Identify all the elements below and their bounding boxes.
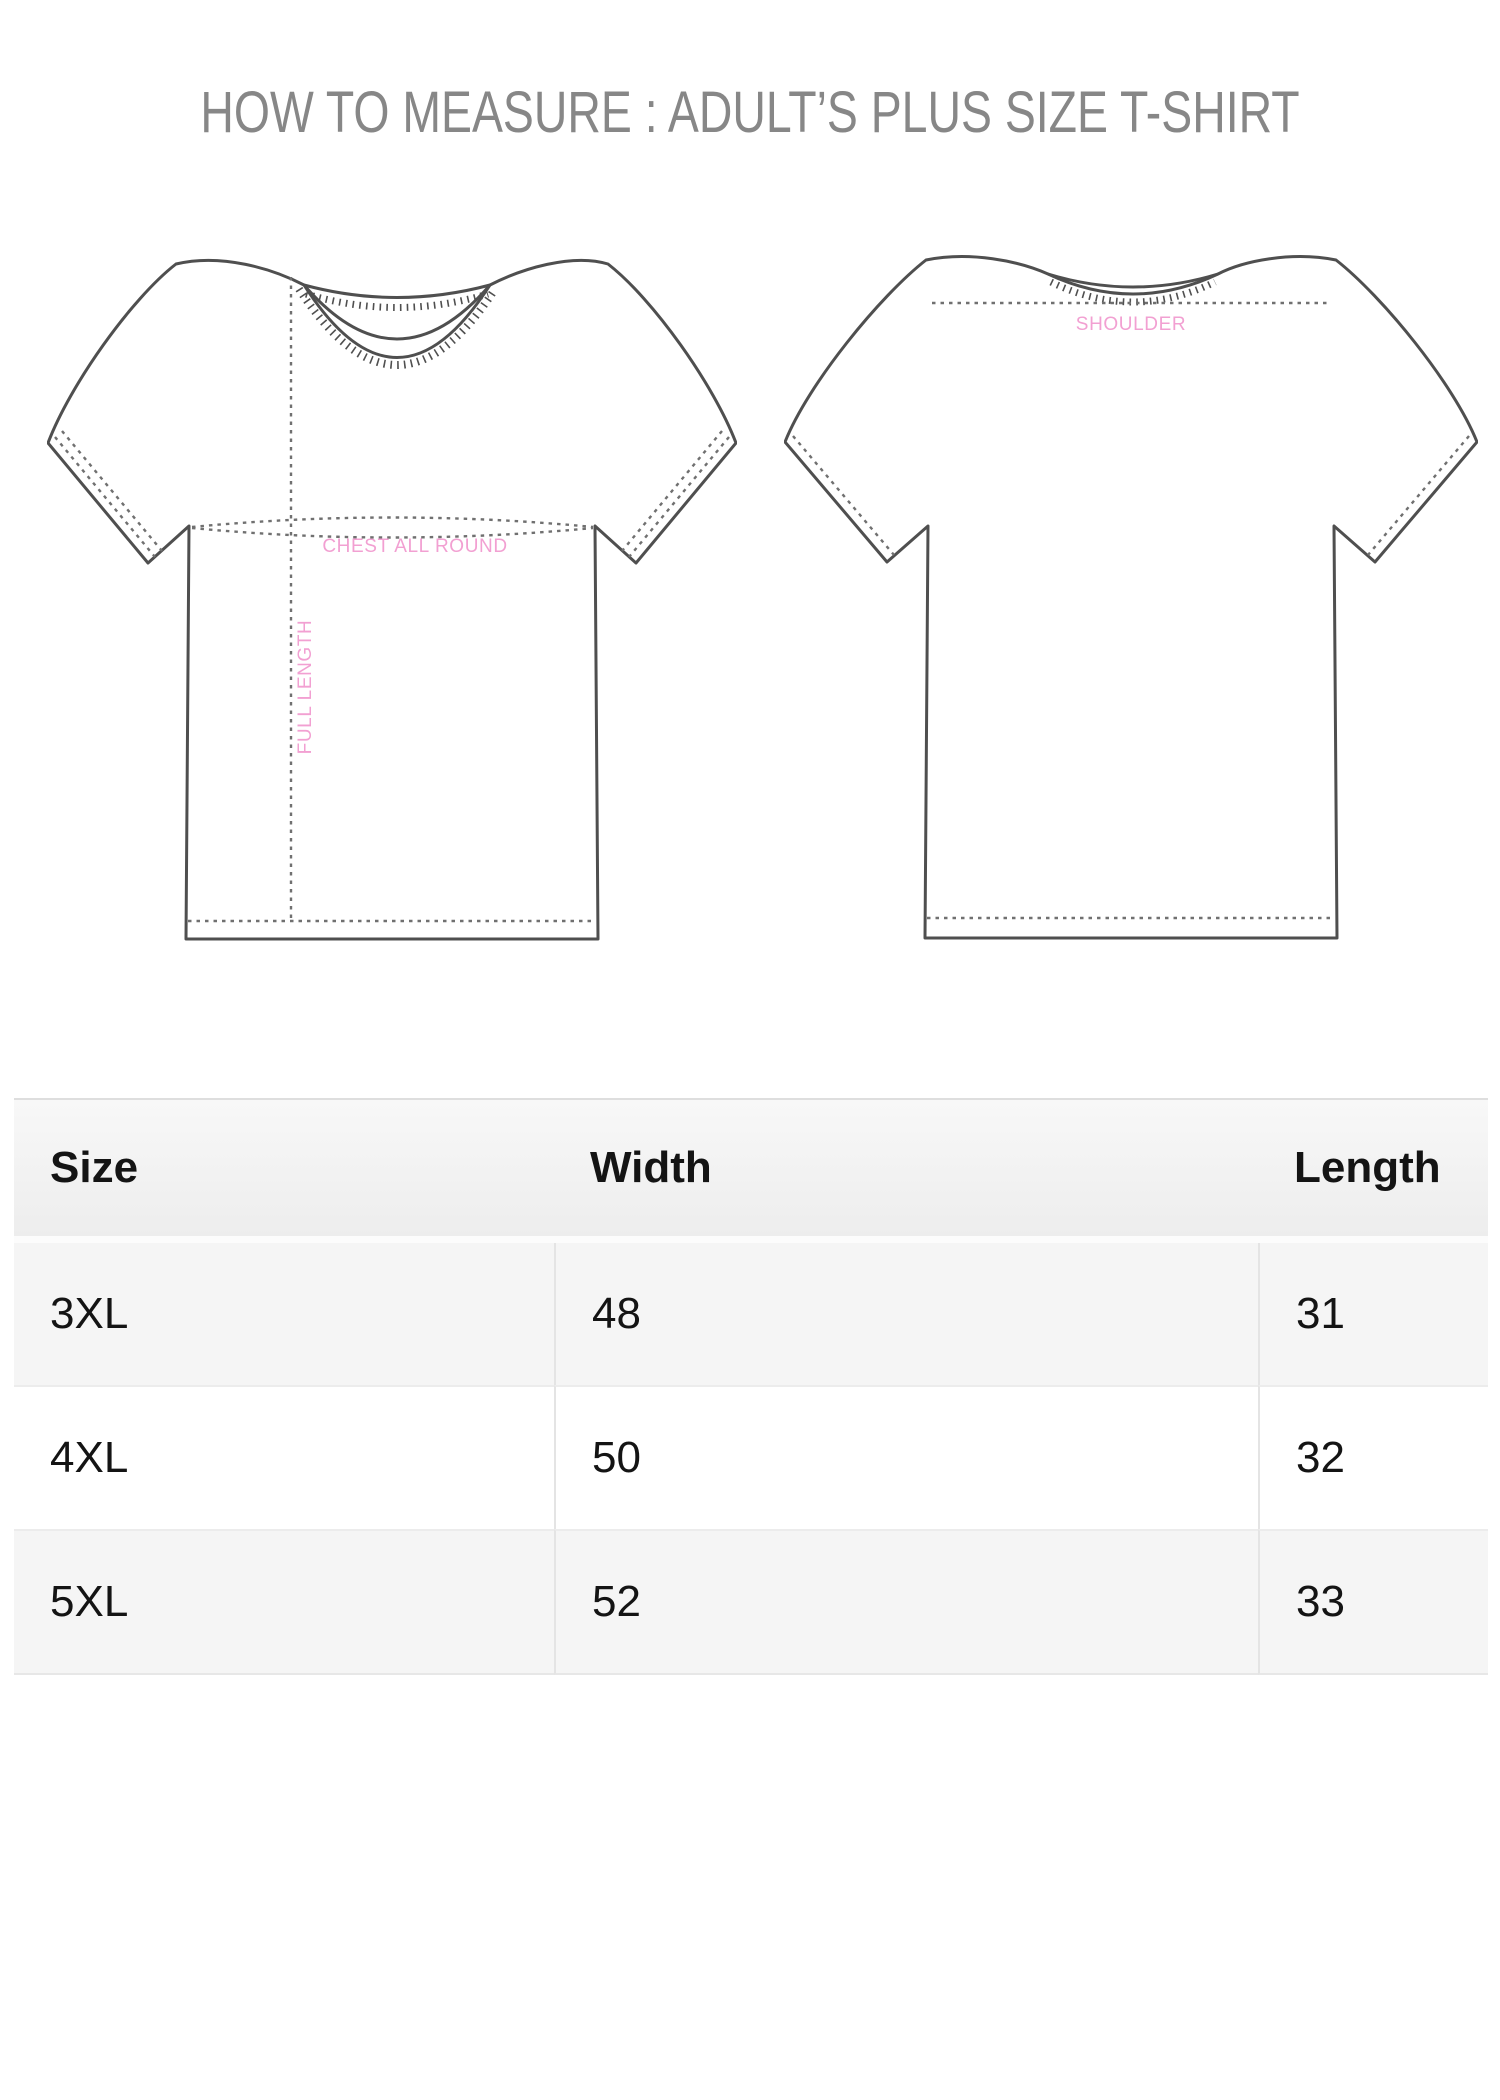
tshirt-back-outline: SHOULDER [784,255,1478,940]
right-sleeve-stitch-1 [628,436,730,558]
cell-length: 31 [1258,1243,1488,1385]
left-sleeve-stitch-2 [61,430,163,552]
page-title: HOW TO MEASURE : ADULT’S PLUS SIZE T-SHI… [0,84,1500,142]
cell-size: 5XL [14,1529,554,1675]
table-row: 5XL 52 33 [14,1529,1488,1675]
page-title-text: HOW TO MEASURE : ADULT’S PLUS SIZE T-SHI… [200,80,1300,145]
cell-length: 33 [1258,1529,1488,1675]
back-left-sleeve-stitch [792,435,895,556]
size-column-header: Size [14,1098,554,1243]
cell-size: 3XL [14,1243,554,1385]
chest-measure-line-top [191,516,594,529]
tshirt-front-outline: CHEST ALL ROUND FULL LENGTH [47,258,737,941]
left-sleeve-stitch-1 [54,436,156,558]
tshirt-back-diagram: SHOULDER [784,255,1478,940]
back-body-outline [784,255,1478,940]
cell-width: 48 [554,1243,1258,1385]
tshirt-front-diagram: CHEST ALL ROUND FULL LENGTH [47,258,737,941]
size-table-header: Size Width Length [14,1098,1488,1243]
chest-measure-line-bottom [191,526,594,539]
full-length-label: FULL LENGTH [295,620,316,755]
header-row: Size Width Length [14,1098,1488,1243]
table-row: 3XL 48 31 [14,1243,1488,1385]
back-collar-seam [1047,272,1219,296]
shoulder-label: SHOULDER [1076,314,1186,335]
cell-size: 4XL [14,1385,554,1529]
right-sleeve-stitch-2 [621,430,723,552]
size-table-body: 3XL 48 31 4XL 50 32 5XL 52 33 [14,1243,1488,1675]
cell-width: 50 [554,1385,1258,1529]
length-column-header: Length [1258,1098,1488,1243]
chest-label: CHEST ALL ROUND [322,536,507,557]
cell-length: 32 [1258,1385,1488,1529]
table-row: 4XL 50 32 [14,1385,1488,1529]
width-column-header: Width [554,1098,1258,1243]
back-right-sleeve-stitch [1367,435,1470,556]
back-neck-edge [303,283,491,299]
collar-inner-edge [302,284,492,341]
back-collar-stitch [1049,278,1217,306]
size-table: Size Width Length 3XL 48 31 4XL 50 32 5X… [14,1098,1488,1675]
cell-width: 52 [554,1529,1258,1675]
